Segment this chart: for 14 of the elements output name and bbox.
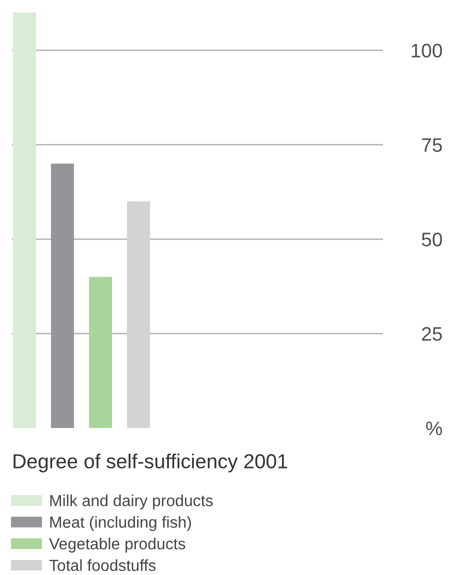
legend-label: Vegetable products bbox=[49, 538, 186, 553]
bar bbox=[89, 276, 112, 428]
bar bbox=[51, 164, 74, 428]
bar bbox=[13, 12, 36, 428]
legend-label: Total foodstuffs bbox=[49, 559, 156, 572]
legend-label: Milk and dairy products bbox=[50, 494, 213, 510]
y-tick-label: 25 bbox=[422, 327, 442, 341]
bar bbox=[127, 201, 150, 428]
y-tick-label: 50 bbox=[422, 232, 442, 246]
y-tick-label: 100 bbox=[412, 44, 442, 58]
y-tick-label: % bbox=[426, 422, 442, 436]
legend-label: Meat (including fish) bbox=[50, 516, 191, 531]
y-tick-label: 75 bbox=[422, 138, 442, 152]
text: Degree of self-sufficiency 2001 bbox=[14, 454, 288, 472]
